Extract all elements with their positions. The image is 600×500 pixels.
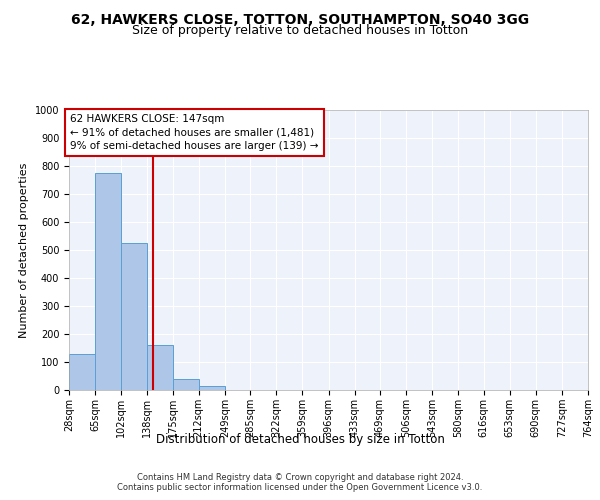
Y-axis label: Number of detached properties: Number of detached properties: [19, 162, 29, 338]
Bar: [95, 173, 121, 390]
Bar: [173, 380, 199, 390]
Bar: [199, 386, 225, 390]
Bar: [146, 345, 173, 390]
Text: 62, HAWKERS CLOSE, TOTTON, SOUTHAMPTON, SO40 3GG: 62, HAWKERS CLOSE, TOTTON, SOUTHAMPTON, …: [71, 12, 529, 26]
Text: Distribution of detached houses by size in Totton: Distribution of detached houses by size …: [155, 432, 445, 446]
Text: Contains HM Land Registry data © Crown copyright and database right 2024.
Contai: Contains HM Land Registry data © Crown c…: [118, 472, 482, 492]
Text: 62 HAWKERS CLOSE: 147sqm
← 91% of detached houses are smaller (1,481)
9% of semi: 62 HAWKERS CLOSE: 147sqm ← 91% of detach…: [70, 114, 319, 150]
Bar: [69, 354, 95, 390]
Text: Size of property relative to detached houses in Totton: Size of property relative to detached ho…: [132, 24, 468, 37]
Bar: [121, 243, 146, 390]
